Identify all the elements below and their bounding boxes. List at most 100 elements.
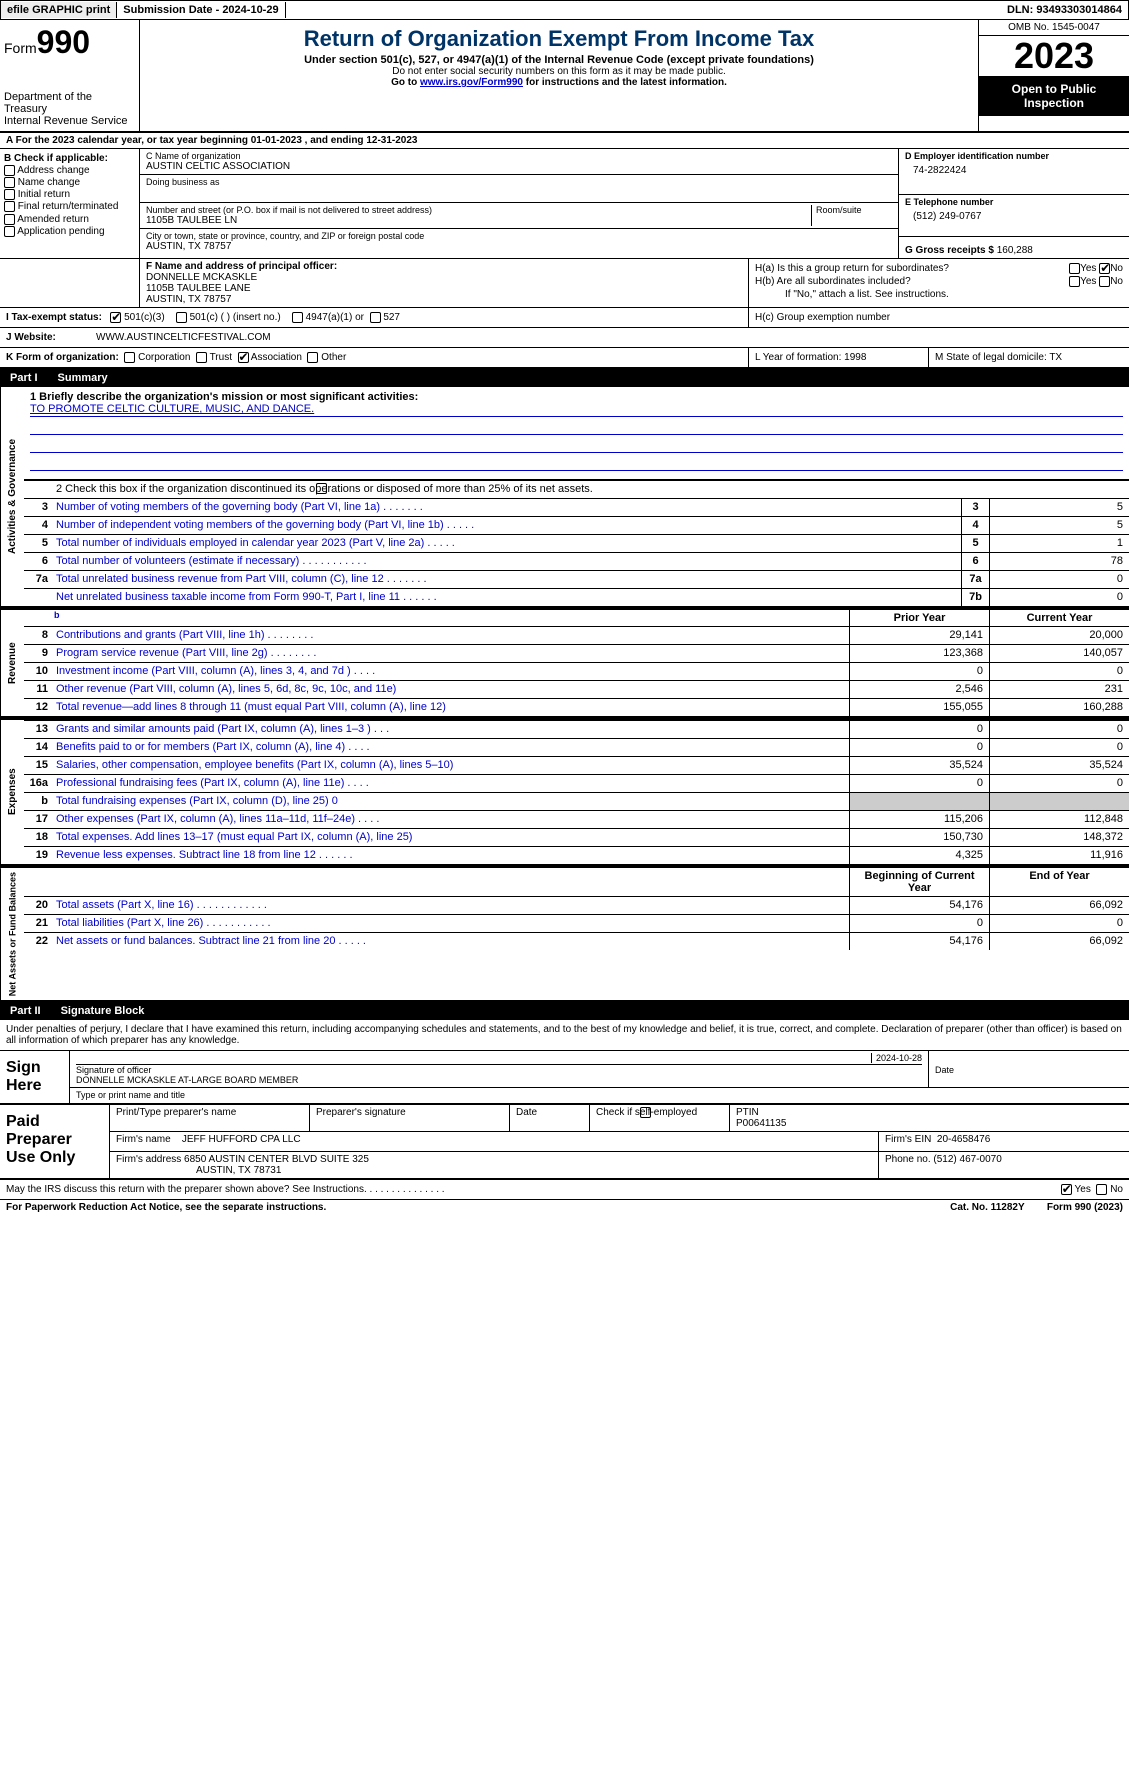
- form-org-label: K Form of organization:: [6, 352, 119, 363]
- chk-501c[interactable]: [176, 312, 187, 323]
- current-val: 160,288: [989, 699, 1129, 716]
- chk-assoc[interactable]: [238, 352, 249, 363]
- current-val: 231: [989, 681, 1129, 698]
- chk-discontinued[interactable]: [316, 483, 327, 494]
- line-num: 20: [24, 897, 52, 914]
- website-value: WWW.AUSTINCELTICFESTIVAL.COM: [96, 332, 271, 343]
- sig-type-label: Type or print name and title: [70, 1088, 1129, 1102]
- summary-row: 3Number of voting members of the governi…: [24, 498, 1129, 516]
- box-h: H(a) Is this a group return for subordin…: [749, 259, 1129, 307]
- ein-label: D Employer identification number: [905, 151, 1123, 161]
- org-city: AUSTIN, TX 78757: [146, 241, 892, 252]
- box-c: C Name of organizationAUSTIN CELTIC ASSO…: [140, 149, 899, 258]
- line2-discontinued: 2 Check this box if the organization dis…: [52, 481, 1129, 498]
- officer-name: DONNELLE MCKASKLE: [146, 272, 742, 283]
- line-desc: Number of voting members of the governin…: [52, 499, 961, 516]
- line-num: 12: [24, 699, 52, 716]
- hb-no[interactable]: [1099, 276, 1110, 287]
- line-num: 11: [24, 681, 52, 698]
- current-val: 0: [989, 915, 1129, 932]
- prior-val: 35,524: [849, 757, 989, 774]
- submission-date: Submission Date - 2024-10-29: [117, 2, 285, 18]
- chk-final-return[interactable]: Final return/terminated: [4, 201, 135, 212]
- summary-row: 10Investment income (Part VIII, column (…: [24, 662, 1129, 680]
- ha-label: H(a) Is this a group return for subordin…: [755, 263, 1069, 274]
- summary-row: 11Other revenue (Part VIII, column (A), …: [24, 680, 1129, 698]
- tax-year: 2023: [979, 36, 1129, 76]
- line-desc: Benefits paid to or for members (Part IX…: [52, 739, 849, 756]
- hdr-current: Current Year: [989, 610, 1129, 626]
- line-desc: Net assets or fund balances. Subtract li…: [52, 933, 849, 950]
- line-desc: Total number of individuals employed in …: [52, 535, 961, 552]
- hdr-prior: Prior Year: [849, 610, 989, 626]
- summary-row: 15Salaries, other compensation, employee…: [24, 756, 1129, 774]
- line-num: 14: [24, 739, 52, 756]
- mission-blank2: [30, 439, 1123, 453]
- chk-amended[interactable]: Amended return: [4, 214, 135, 225]
- part1-header: Part I Summary: [0, 369, 1129, 387]
- line-desc: Total liabilities (Part X, line 26) . . …: [52, 915, 849, 932]
- line-desc: Contributions and grants (Part VIII, lin…: [52, 627, 849, 644]
- form-number: 990: [37, 24, 90, 60]
- chk-address-change[interactable]: Address change: [4, 165, 135, 176]
- line-box: 4: [961, 517, 989, 534]
- firm-addr2: AUSTIN, TX 78731: [116, 1165, 281, 1176]
- irs-link[interactable]: www.irs.gov/Form990: [420, 77, 523, 88]
- summary-row: 12Total revenue—add lines 8 through 11 (…: [24, 698, 1129, 716]
- mission-blank3: [30, 457, 1123, 471]
- prior-val: 0: [849, 721, 989, 738]
- chk-527[interactable]: [370, 312, 381, 323]
- mission-blank1: [30, 421, 1123, 435]
- chk-trust[interactable]: [196, 352, 207, 363]
- line1-mission: 1 Briefly describe the organization's mi…: [24, 387, 1129, 480]
- chk-name-change[interactable]: Name change: [4, 177, 135, 188]
- line-num: 17: [24, 811, 52, 828]
- form-label: Form: [4, 40, 37, 56]
- hb-yes[interactable]: [1069, 276, 1080, 287]
- sig-officer-label: Signature of officer: [76, 1065, 151, 1075]
- efile-print-button[interactable]: efile GRAPHIC print: [1, 2, 117, 18]
- may-irs-yes[interactable]: [1061, 1184, 1072, 1195]
- chk-self-employed[interactable]: [640, 1107, 651, 1118]
- line-num: 19: [24, 847, 52, 864]
- line-num: 13: [24, 721, 52, 738]
- section-b-through-g: B Check if applicable: Address change Na…: [0, 149, 1129, 259]
- chk-501c3[interactable]: [110, 312, 121, 323]
- ptin-label: PTIN: [736, 1107, 759, 1118]
- box-c-d-e-g: C Name of organizationAUSTIN CELTIC ASSO…: [140, 149, 1129, 258]
- line-val: 1: [989, 535, 1129, 552]
- summary-rev: Revenue bPrior YearCurrent Year 8Contrib…: [0, 608, 1129, 718]
- chk-4947[interactable]: [292, 312, 303, 323]
- sign-here-block: Sign Here 2024-10-28Signature of officer…: [0, 1051, 1129, 1105]
- mission-text: TO PROMOTE CELTIC CULTURE, MUSIC, AND DA…: [30, 403, 1123, 417]
- line-box: 7b: [961, 589, 989, 606]
- prior-val: 155,055: [849, 699, 989, 716]
- chk-initial-return[interactable]: Initial return: [4, 189, 135, 200]
- summary-row: 20Total assets (Part X, line 16) . . . .…: [24, 896, 1129, 914]
- line-desc: Salaries, other compensation, employee b…: [52, 757, 849, 774]
- may-irs-no[interactable]: [1096, 1184, 1107, 1195]
- part2-header: Part II Signature Block: [0, 1002, 1129, 1020]
- prior-val: 0: [849, 739, 989, 756]
- summary-row: Net unrelated business taxable income fr…: [24, 588, 1129, 606]
- line-val: 5: [989, 499, 1129, 516]
- line-desc: Grants and similar amounts paid (Part IX…: [52, 721, 849, 738]
- prior-val: 29,141: [849, 627, 989, 644]
- prior-val: 150,730: [849, 829, 989, 846]
- city-label: City or town, state or province, country…: [146, 231, 892, 241]
- ha-no[interactable]: [1099, 263, 1110, 274]
- row-k-l-m: K Form of organization: Corporation Trus…: [0, 348, 1129, 369]
- prior-val: 2,546: [849, 681, 989, 698]
- chk-other[interactable]: [307, 352, 318, 363]
- chk-corp[interactable]: [124, 352, 135, 363]
- vtab-ag: Activities & Governance: [0, 387, 24, 606]
- row-f-h: F Name and address of principal officer:…: [0, 259, 1129, 308]
- officer-label: F Name and address of principal officer:: [146, 261, 742, 272]
- hdr-eoy: End of Year: [989, 868, 1129, 896]
- ha-yes[interactable]: [1069, 263, 1080, 274]
- line-val: 78: [989, 553, 1129, 570]
- summary-row: 4Number of independent voting members of…: [24, 516, 1129, 534]
- current-val: 148,372: [989, 829, 1129, 846]
- chk-application-pending[interactable]: Application pending: [4, 226, 135, 237]
- form-header: Form990 Department of the Treasury Inter…: [0, 20, 1129, 133]
